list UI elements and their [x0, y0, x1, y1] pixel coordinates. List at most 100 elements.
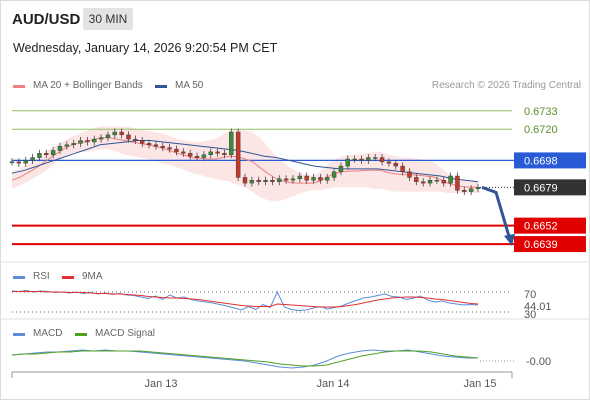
timestamp: Wednesday, January 14, 2026 9:20:54 PM C… — [13, 41, 278, 55]
candle-body — [92, 138, 97, 143]
candle-body — [57, 146, 63, 151]
candle-body — [475, 187, 481, 189]
candle-body — [105, 134, 111, 138]
candle-body — [222, 153, 227, 155]
candle-body — [256, 180, 261, 182]
support-level-tag — [514, 217, 586, 234]
time-axis-label: Jan 15 — [463, 378, 496, 390]
macd-signal-legend-swatch — [75, 333, 87, 336]
candle-body — [133, 138, 138, 141]
candle-body — [325, 177, 330, 181]
candle-body — [242, 177, 248, 184]
candle-body — [407, 171, 412, 178]
ma20-legend-label: MA 20 + Bollinger Bands — [33, 80, 143, 91]
candle-body — [71, 143, 76, 146]
last-price-label: 0.6679 — [524, 182, 558, 194]
support-level-label: 0.6639 — [524, 239, 558, 251]
candle-body — [297, 175, 303, 180]
candle-body — [318, 177, 323, 181]
candle-body — [304, 175, 309, 181]
rsi-last-value: 44.01 — [524, 301, 552, 313]
candle-body — [50, 150, 56, 155]
candle-body — [434, 180, 440, 182]
candle-body — [146, 143, 152, 146]
ma50-line — [11, 140, 479, 183]
candle-body — [16, 161, 22, 164]
candle-body — [393, 163, 398, 167]
candle-body — [37, 153, 42, 158]
candle-body — [44, 153, 49, 155]
candle-body — [345, 158, 350, 167]
time-axis-label: Jan 14 — [316, 378, 349, 390]
target-level-label: 0.6733 — [524, 106, 558, 118]
candle-body — [455, 175, 460, 191]
candle-body — [167, 147, 172, 150]
timeframe-badge[interactable]: 30 MIN — [83, 8, 133, 30]
candle-body — [414, 177, 419, 182]
candle-body — [331, 171, 337, 178]
candle-body — [194, 155, 200, 158]
candle-body — [235, 131, 241, 178]
candle-body — [249, 180, 255, 184]
candle-body — [187, 153, 193, 157]
resistance-level-tag — [514, 152, 586, 169]
candle-body — [119, 131, 124, 136]
candle-body — [468, 188, 474, 192]
candle-body — [448, 175, 453, 184]
candle-body — [140, 140, 145, 144]
rsi-ma-line — [12, 291, 479, 308]
candle-body — [263, 180, 268, 182]
candle-body — [359, 158, 364, 161]
last-price-tag — [514, 179, 586, 196]
ma20-legend-swatch — [13, 85, 25, 88]
rsi-legend-label: RSI — [33, 271, 50, 282]
candle-body — [373, 157, 378, 159]
ma50-legend-swatch — [155, 85, 167, 88]
candle-body — [9, 161, 15, 164]
candle-body — [379, 157, 385, 163]
candle-body — [112, 131, 117, 136]
candle-body — [386, 161, 392, 164]
rsi-level-70: 70 — [524, 289, 536, 301]
candle-body — [23, 160, 28, 164]
rsi-legend-swatch — [13, 276, 25, 279]
rsi-line — [11, 289, 479, 312]
candle-body — [277, 178, 282, 182]
candle-body — [420, 181, 426, 184]
credit-text: Research © 2026 Trading Central — [431, 80, 581, 91]
rsi-level-30: 30 — [524, 309, 536, 321]
currency-pair-title: AUD/USD — [12, 11, 81, 28]
candle-body — [98, 137, 104, 140]
forecast-arrow-head — [504, 233, 515, 246]
candle-body — [270, 180, 275, 182]
candle-body — [290, 178, 296, 181]
bollinger-band — [12, 126, 478, 202]
support-level-label: 0.6652 — [524, 221, 558, 233]
candle-body — [462, 189, 467, 192]
candle-body — [201, 154, 207, 158]
macd-signal-line — [11, 350, 479, 367]
forecast-arrow — [481, 185, 512, 241]
time-axis-label: Jan 13 — [144, 378, 177, 390]
macd-line — [11, 349, 478, 369]
candle-body — [153, 144, 159, 147]
candle-body — [174, 148, 179, 153]
candle-body — [215, 151, 220, 154]
candle-body — [338, 165, 344, 172]
candle-body — [427, 180, 433, 184]
candle-body — [283, 178, 289, 181]
candle-body — [229, 131, 234, 155]
macd-legend-label: MACD — [33, 328, 63, 339]
candle-body — [208, 151, 213, 155]
macd-signal-legend-label: MACD Signal — [95, 328, 156, 339]
candle-body — [366, 157, 371, 161]
candle-body — [85, 140, 90, 143]
candle-body — [30, 157, 35, 161]
ma20-line — [11, 137, 478, 188]
rsi-ma-legend-swatch — [62, 276, 74, 279]
candle-body — [181, 151, 186, 154]
support-level-tag — [514, 236, 586, 253]
candle-body — [78, 140, 83, 144]
macd-last-value: -0.00 — [526, 356, 551, 368]
